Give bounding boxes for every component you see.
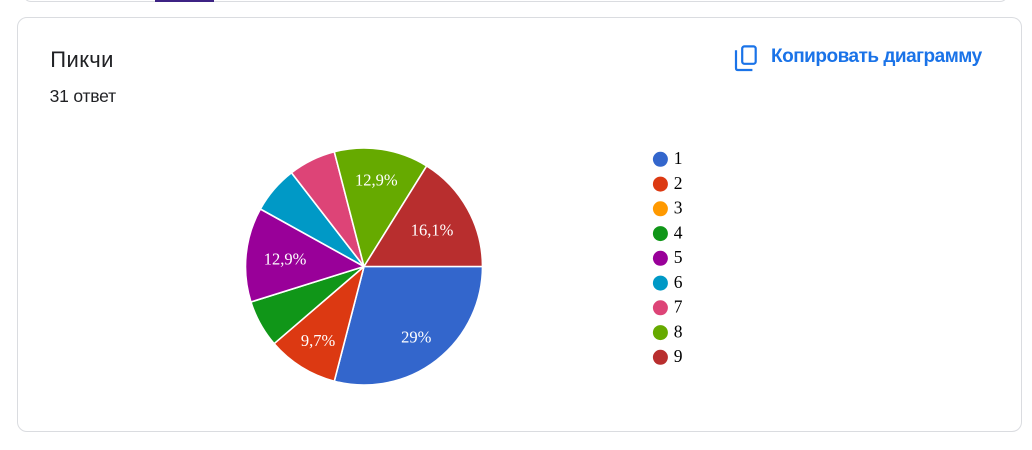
svg-text:1: 1 bbox=[674, 148, 683, 168]
svg-text:29%: 29% bbox=[401, 327, 432, 346]
svg-text:12,9%: 12,9% bbox=[264, 250, 307, 269]
svg-text:5: 5 bbox=[674, 247, 683, 267]
svg-text:12,9%: 12,9% bbox=[355, 170, 398, 189]
svg-text:6: 6 bbox=[674, 272, 683, 292]
svg-text:8: 8 bbox=[674, 321, 683, 341]
svg-text:4: 4 bbox=[674, 222, 683, 242]
svg-text:9,7%: 9,7% bbox=[301, 331, 336, 350]
svg-text:2: 2 bbox=[674, 173, 683, 193]
svg-text:7: 7 bbox=[674, 297, 683, 317]
svg-text:3: 3 bbox=[674, 198, 683, 218]
svg-text:16,1%: 16,1% bbox=[411, 220, 454, 239]
svg-text:9: 9 bbox=[674, 346, 683, 366]
